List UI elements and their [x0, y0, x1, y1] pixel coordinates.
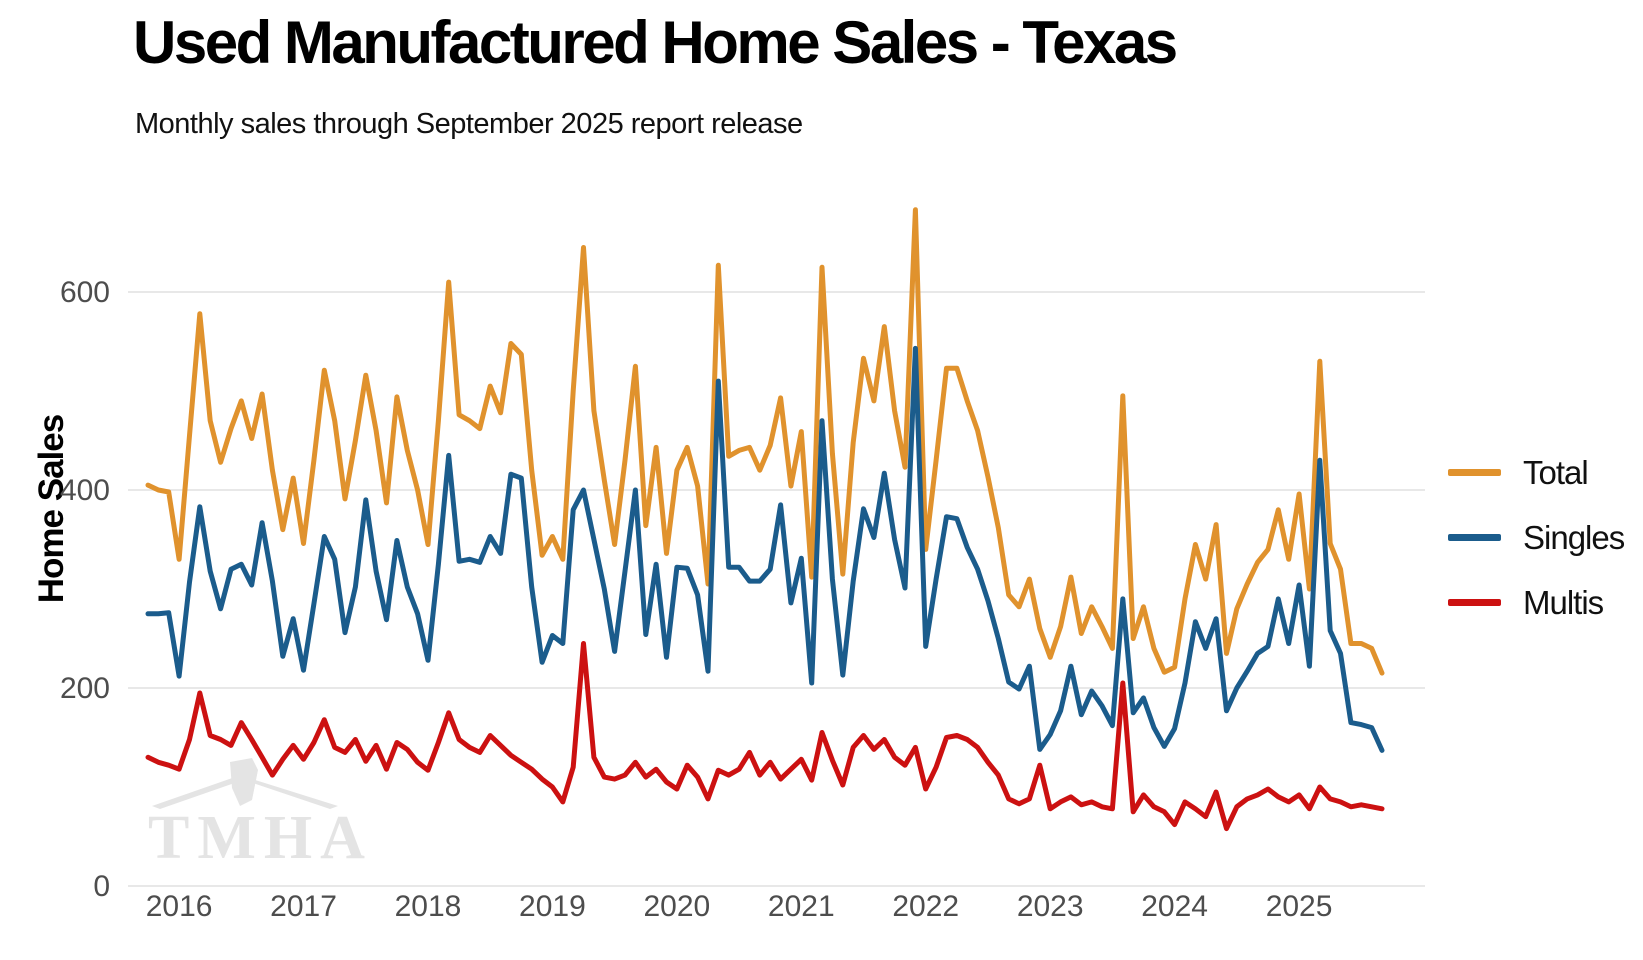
page-subtitle: Monthly sales through September 2025 rep…	[135, 108, 803, 140]
y-tick-400: 400	[60, 474, 110, 507]
legend-label: Multis	[1523, 583, 1604, 621]
singles-line	[145, 345, 1385, 753]
multis-line-swatch	[1448, 599, 1501, 606]
x-tick-2025: 2025	[1266, 890, 1333, 923]
legend-label: Total	[1523, 453, 1589, 491]
x-tick-2017: 2017	[270, 890, 337, 923]
total-line	[145, 207, 1385, 676]
x-tick-2019: 2019	[519, 890, 586, 923]
tmha-watermark: TMHA	[148, 758, 373, 872]
texas-shape	[230, 758, 258, 806]
x-tick-2023: 2023	[1017, 890, 1084, 923]
legend-item-total: Total	[1448, 440, 1638, 505]
y-tick-0: 0	[93, 870, 110, 903]
singles-line-swatch	[1448, 534, 1501, 541]
chart-legend: Total Singles Multis	[1448, 440, 1638, 635]
legend-label: Singles	[1523, 518, 1625, 556]
x-tick-2016: 2016	[146, 890, 213, 923]
y-tick-600: 600	[60, 276, 110, 309]
x-tick-2020: 2020	[643, 890, 710, 923]
y-tick-200: 200	[60, 672, 110, 705]
x-tick-2021: 2021	[768, 890, 835, 923]
page-title: Used Manufactured Home Sales - Texas	[133, 9, 1178, 76]
multis-line	[145, 641, 1385, 832]
x-tick-2024: 2024	[1141, 890, 1208, 923]
total-line-swatch	[1448, 469, 1501, 476]
legend-item-singles: Singles	[1448, 505, 1638, 570]
x-tick-2018: 2018	[395, 890, 462, 923]
legend-item-multis: Multis	[1448, 570, 1638, 635]
watermark-text: TMHA	[148, 804, 373, 872]
x-tick-2022: 2022	[892, 890, 959, 923]
